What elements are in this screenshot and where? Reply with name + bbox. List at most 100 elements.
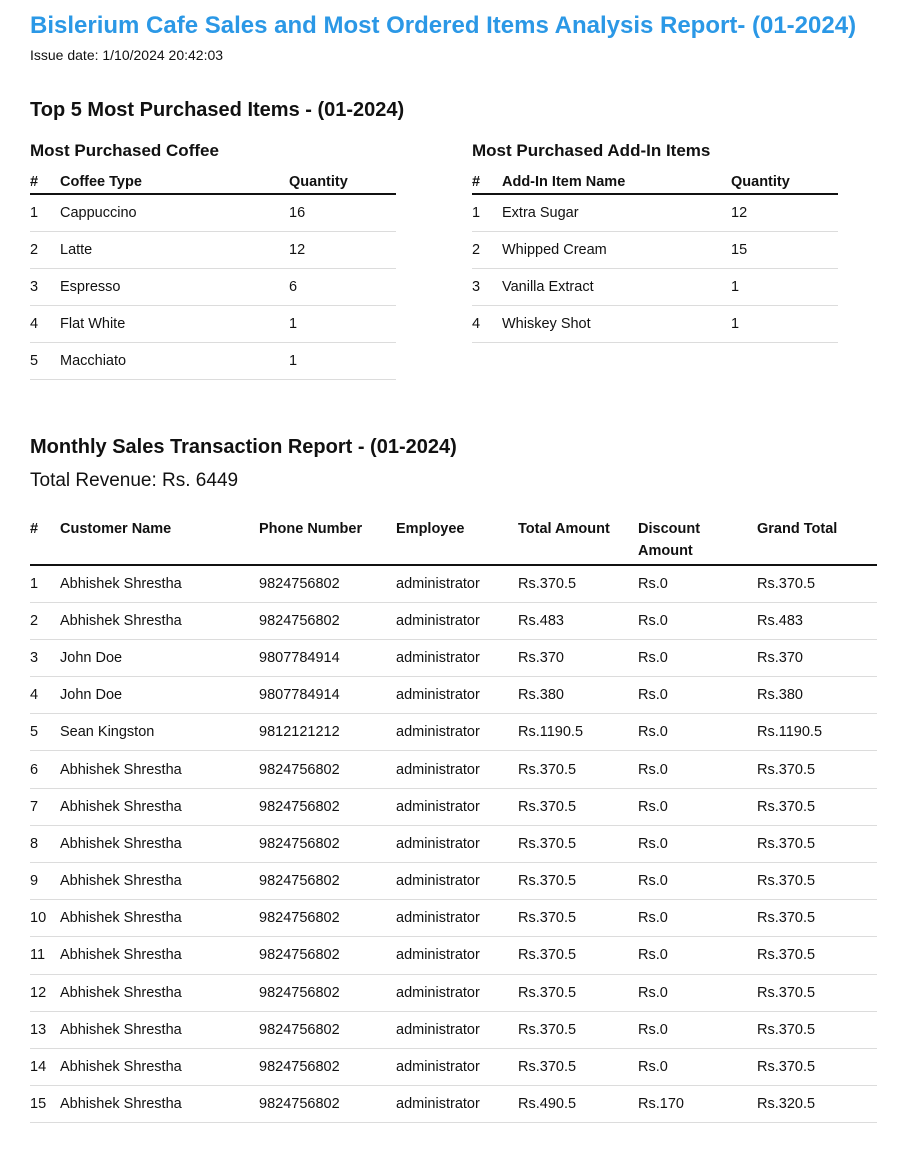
table-cell: 15 bbox=[731, 231, 838, 269]
table-cell: 9824756802 bbox=[259, 974, 396, 1012]
table-cell: Rs.1190.5 bbox=[757, 713, 877, 752]
table-cell: 4 bbox=[472, 305, 502, 344]
table-cell: 3 bbox=[30, 639, 60, 678]
table-cell: 12 bbox=[30, 974, 60, 1012]
table-row: 7 Abhishek Shrestha 9824756802 administrato… bbox=[30, 788, 877, 826]
table-row: 1 Cappuccino 16 bbox=[30, 194, 396, 232]
table-cell: Rs.370.5 bbox=[518, 565, 638, 603]
table-cell: Rs.370.5 bbox=[518, 936, 638, 975]
table-cell: 9824756802 bbox=[259, 936, 396, 975]
column-header: Employee bbox=[396, 518, 518, 566]
table-row: 2 Abhishek Shrestha 9824756802 administrato… bbox=[30, 602, 877, 640]
table-cell: administrator bbox=[396, 1048, 518, 1087]
table-cell: Rs.370.5 bbox=[757, 1048, 877, 1087]
table-cell: Abhishek Shrestha bbox=[60, 602, 259, 640]
table-cell: Abhishek Shrestha bbox=[60, 899, 259, 938]
addins-table: # Add-In Item Name Quantity 1 Extra Sugar… bbox=[472, 174, 838, 344]
table-cell: 9824756802 bbox=[259, 825, 396, 864]
table-cell: 2 bbox=[472, 231, 502, 269]
table-cell: Abhishek Shrestha bbox=[60, 862, 259, 901]
table-cell: 8 bbox=[30, 825, 60, 864]
table-cell: 1 bbox=[472, 194, 502, 232]
addins-heading: Most Purchased Add-In Items bbox=[472, 141, 711, 160]
table-cell: Rs.370.5 bbox=[518, 1048, 638, 1087]
table-cell: Rs.0 bbox=[638, 1011, 757, 1049]
table-cell: Rs.0 bbox=[638, 565, 757, 603]
table-cell: 9807784914 bbox=[259, 639, 396, 678]
table-cell: 2 bbox=[30, 602, 60, 640]
table-cell: 9807784914 bbox=[259, 676, 396, 715]
table-cell: Rs.170 bbox=[638, 1085, 757, 1124]
table-cell: Rs.0 bbox=[638, 936, 757, 975]
table-cell: 1 bbox=[731, 268, 838, 307]
table-cell: Rs.483 bbox=[518, 602, 638, 640]
table-row: 10 Abhishek Shrestha 9824756802 administrat… bbox=[30, 899, 877, 938]
table-cell: Abhishek Shrestha bbox=[60, 936, 259, 975]
table-row: 1 Abhishek Shrestha 9824756802 administrato… bbox=[30, 565, 877, 603]
table-cell: Rs.0 bbox=[638, 788, 757, 826]
table-cell: 9824756802 bbox=[259, 750, 396, 789]
table-row: 8 Abhishek Shrestha 9824756802 administrato… bbox=[30, 825, 877, 864]
column-header: Customer Name bbox=[60, 518, 259, 566]
table-cell: Abhishek Shrestha bbox=[60, 825, 259, 864]
table-row: 3 Espresso 6 bbox=[30, 268, 396, 307]
table-cell: 1 bbox=[30, 194, 60, 232]
table-cell: administrator bbox=[396, 936, 518, 975]
table-cell: 9824756802 bbox=[259, 1011, 396, 1049]
table-cell: 12 bbox=[731, 194, 838, 232]
table-row: 13 Abhishek Shrestha 9824756802 administrat… bbox=[30, 1011, 877, 1049]
table-cell: Rs.0 bbox=[638, 713, 757, 752]
table-cell: administrator bbox=[396, 862, 518, 901]
table-cell: 5 bbox=[30, 342, 60, 381]
table-cell: Rs.370.5 bbox=[518, 974, 638, 1012]
top-items-heading: Top 5 Most Purchased Items - (01-2024) bbox=[30, 99, 405, 121]
column-header: # bbox=[30, 174, 60, 195]
table-cell: Macchiato bbox=[60, 342, 289, 381]
table-cell: administrator bbox=[396, 788, 518, 826]
table-cell: 3 bbox=[472, 268, 502, 307]
column-header: Grand Total bbox=[757, 518, 877, 566]
table-row: 5 Sean Kingston 9812121212 administrator Rs.… bbox=[30, 713, 877, 752]
table-cell: administrator bbox=[396, 565, 518, 603]
table-cell: Abhishek Shrestha bbox=[60, 750, 259, 789]
table-cell: Rs.370.5 bbox=[757, 936, 877, 975]
total-revenue: Total Revenue: Rs. 6449 bbox=[30, 470, 239, 491]
table-cell: Rs.0 bbox=[638, 750, 757, 789]
column-header: Quantity bbox=[289, 174, 396, 195]
coffee-heading: Most Purchased Coffee bbox=[30, 141, 219, 160]
table-cell: Rs.370.5 bbox=[518, 1011, 638, 1049]
table-cell: Rs.370.5 bbox=[757, 862, 877, 901]
table-cell: Rs.380 bbox=[757, 676, 877, 715]
sales-heading: Monthly Sales Transaction Report - (01-2… bbox=[30, 436, 457, 458]
table-cell: 9824756802 bbox=[259, 862, 396, 901]
table-cell: Rs.0 bbox=[638, 676, 757, 715]
table-cell: 11 bbox=[30, 936, 60, 975]
table-cell: 9824756802 bbox=[259, 602, 396, 640]
coffee-table: # Coffee Type Quantity 1 Cappuccino 16 2 Lat… bbox=[30, 174, 396, 381]
table-cell: 9824756802 bbox=[259, 1048, 396, 1087]
table-cell: 1 bbox=[289, 342, 396, 381]
table-cell: 1 bbox=[289, 305, 396, 344]
table-cell: Rs.380 bbox=[518, 676, 638, 715]
table-cell: 16 bbox=[289, 194, 396, 232]
table-cell: 4 bbox=[30, 305, 60, 344]
table-cell: Rs.370 bbox=[757, 639, 877, 678]
table-cell: John Doe bbox=[60, 639, 259, 678]
column-header: Quantity bbox=[731, 174, 838, 195]
table-cell: John Doe bbox=[60, 676, 259, 715]
table-cell: 15 bbox=[30, 1085, 60, 1124]
table-cell: Rs.0 bbox=[638, 602, 757, 640]
table-cell: Rs.370.5 bbox=[518, 899, 638, 938]
column-header: Discount Amount bbox=[638, 518, 757, 566]
column-header: Coffee Type bbox=[60, 174, 289, 195]
table-cell: 1 bbox=[30, 565, 60, 603]
table-cell: Rs.370.5 bbox=[757, 899, 877, 938]
table-row: 9 Abhishek Shrestha 9824756802 administrato… bbox=[30, 862, 877, 901]
table-row: 2 Latte 12 bbox=[30, 231, 396, 269]
table-cell: Rs.0 bbox=[638, 899, 757, 938]
table-cell: 9824756802 bbox=[259, 899, 396, 938]
table-cell: Extra Sugar bbox=[502, 194, 731, 232]
table-cell: Rs.0 bbox=[638, 862, 757, 901]
table-cell: Abhishek Shrestha bbox=[60, 1011, 259, 1049]
table-cell: 9812121212 bbox=[259, 713, 396, 752]
